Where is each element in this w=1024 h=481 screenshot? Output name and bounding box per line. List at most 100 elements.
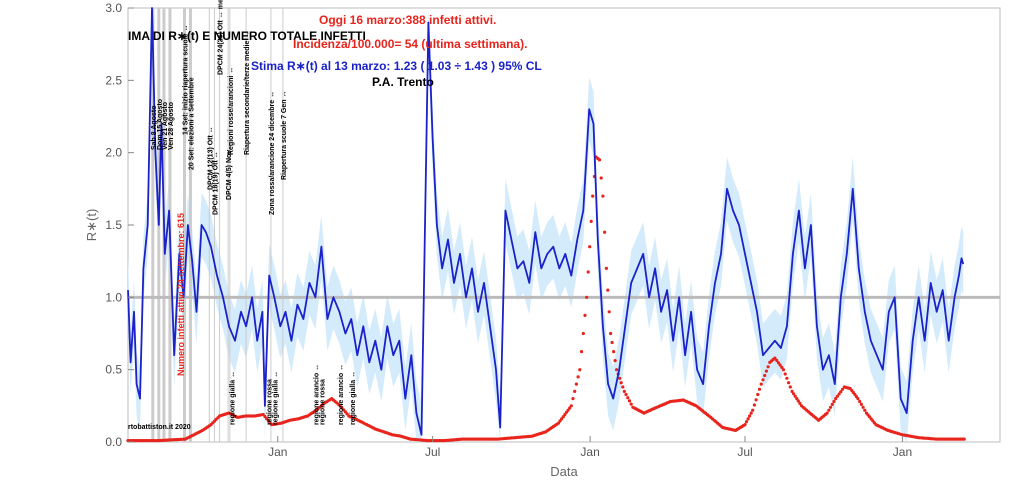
infetti-point bbox=[781, 368, 786, 372]
infetti-point bbox=[618, 376, 622, 380]
infetti-point bbox=[624, 392, 628, 397]
infetti-point bbox=[744, 420, 749, 424]
infetti-point bbox=[751, 408, 755, 412]
rt-line bbox=[127, 7, 965, 436]
annotation-vertical-red: Numero infetti attivi 24 settembre: 615 bbox=[176, 213, 186, 376]
infetti-point bbox=[785, 376, 789, 380]
infetti-point bbox=[612, 350, 616, 354]
infetti-point bbox=[757, 387, 762, 391]
event-label: Ven 28 Agosto bbox=[168, 102, 175, 150]
infetti-point bbox=[754, 398, 758, 402]
y-tick-label: 1.5 bbox=[105, 218, 122, 232]
infetti-point bbox=[962, 437, 966, 441]
infetti-point bbox=[764, 369, 769, 373]
infetti-point bbox=[626, 396, 630, 400]
watermark: rtobattiston.it 2020 bbox=[128, 424, 191, 431]
x-tick-label: Jan bbox=[893, 445, 912, 459]
infetti-point bbox=[778, 363, 782, 367]
confidence-band-area bbox=[128, 8, 964, 442]
infetti-point bbox=[759, 382, 763, 386]
infetti-point bbox=[756, 392, 760, 397]
infetti-point bbox=[579, 350, 584, 354]
x-tick-label: Jan bbox=[268, 445, 287, 459]
infetti-point bbox=[749, 411, 753, 415]
event-label: DPCM 12(13) Ott ↔ bbox=[207, 126, 214, 190]
chart-title: IMA DI R∗(t) E NUMERO TOTALE INFETTI bbox=[128, 29, 366, 43]
infetti-point bbox=[603, 230, 607, 234]
infetti-point bbox=[837, 392, 841, 396]
x-tick-label: Jan bbox=[580, 445, 599, 459]
infetti-point bbox=[830, 402, 834, 406]
infetti-point bbox=[588, 245, 592, 249]
y-tick-label: 2.0 bbox=[105, 146, 122, 160]
y-tick-label: 3.0 bbox=[105, 1, 122, 15]
infetti-point bbox=[766, 365, 770, 369]
infetti-point bbox=[621, 385, 625, 389]
event-label: Ven 21 Agosto bbox=[162, 102, 169, 150]
infetti-point bbox=[591, 194, 595, 198]
event-label: Regioni rosse/arancioni ↔ bbox=[228, 67, 235, 155]
x-axis-label: Data bbox=[550, 464, 578, 479]
confidence-band bbox=[128, 8, 964, 442]
infetti-point bbox=[576, 375, 580, 379]
event-label: Riapertura secondarie/terze medie → bbox=[244, 32, 251, 155]
y-axis: 0.0 0.5 1.0 1.5 2.0 2.5 3.0 bbox=[105, 1, 134, 449]
y-tick-label: 0.0 bbox=[105, 435, 122, 449]
region-label: regione gialla ↔ bbox=[350, 371, 357, 425]
infetti-point bbox=[793, 394, 797, 398]
infetti-point bbox=[761, 378, 765, 382]
infetti-point bbox=[609, 331, 613, 336]
infetti-point bbox=[568, 406, 572, 410]
infetti-point bbox=[783, 372, 787, 376]
infetti-point bbox=[825, 411, 829, 415]
region-label: regione arancio ↔ bbox=[338, 364, 345, 425]
plot-frame bbox=[127, 7, 1001, 443]
event-label: 14 Set: inizio riapertura scuole ↔ bbox=[183, 25, 190, 135]
infetti-point bbox=[613, 359, 617, 363]
infetti-point bbox=[763, 373, 767, 378]
infetti-point bbox=[615, 368, 619, 372]
annotation-oggi: Oggi 16 marzo:388 infetti attivi. bbox=[319, 13, 496, 27]
infetti-point bbox=[748, 414, 752, 418]
event-label: Riapertura scuole 7 Gen ↔ bbox=[281, 91, 288, 180]
infetti-point bbox=[556, 421, 561, 425]
infetti-point bbox=[858, 399, 862, 404]
infetti-point bbox=[752, 403, 757, 407]
event-label: Zona rossa/arancione 24 dicembre ↔ bbox=[269, 91, 276, 215]
infetti-point bbox=[604, 266, 609, 270]
infetti-point bbox=[856, 397, 860, 401]
infetti-point bbox=[796, 399, 800, 403]
infetti-point bbox=[589, 219, 593, 223]
region-label: regione rossa bbox=[266, 379, 273, 425]
infetti-point bbox=[563, 412, 567, 417]
infetti-point bbox=[827, 408, 831, 412]
event-label: DPCM 4(5) Nov ↔ bbox=[226, 141, 233, 200]
infetti-point bbox=[585, 295, 589, 299]
infetti-point bbox=[832, 399, 836, 404]
infetti-point bbox=[573, 389, 577, 393]
infetti-point bbox=[798, 401, 802, 405]
x-tick-label: Jul bbox=[737, 445, 752, 459]
infetti-point bbox=[790, 389, 794, 393]
infetti-point bbox=[599, 176, 603, 180]
annotation-stima: Stima R∗(t) al 13 marzo: 1.23 ( 1.03 ÷ 1… bbox=[251, 59, 542, 73]
infetti-point bbox=[859, 402, 864, 406]
infetti-point bbox=[776, 361, 781, 365]
infetti-point bbox=[560, 417, 564, 421]
infetti-point bbox=[743, 423, 747, 427]
infetti-point bbox=[561, 415, 565, 419]
infetti-point bbox=[574, 382, 579, 386]
infetti-point bbox=[840, 387, 845, 391]
y-tick-label: 2.5 bbox=[105, 73, 122, 87]
infetti-point bbox=[792, 392, 796, 396]
infetti-point bbox=[583, 313, 587, 317]
region-labels: regione gialla ↔ regione rossa regione gia… bbox=[230, 364, 358, 425]
infetti-point bbox=[780, 365, 784, 369]
infetti-point bbox=[746, 417, 750, 421]
infetti-point bbox=[795, 397, 799, 401]
infetti-point bbox=[610, 340, 614, 345]
infetti-point bbox=[581, 331, 585, 336]
infetti-point bbox=[787, 381, 791, 385]
event-label: Sab 8 Agosto bbox=[151, 106, 158, 150]
